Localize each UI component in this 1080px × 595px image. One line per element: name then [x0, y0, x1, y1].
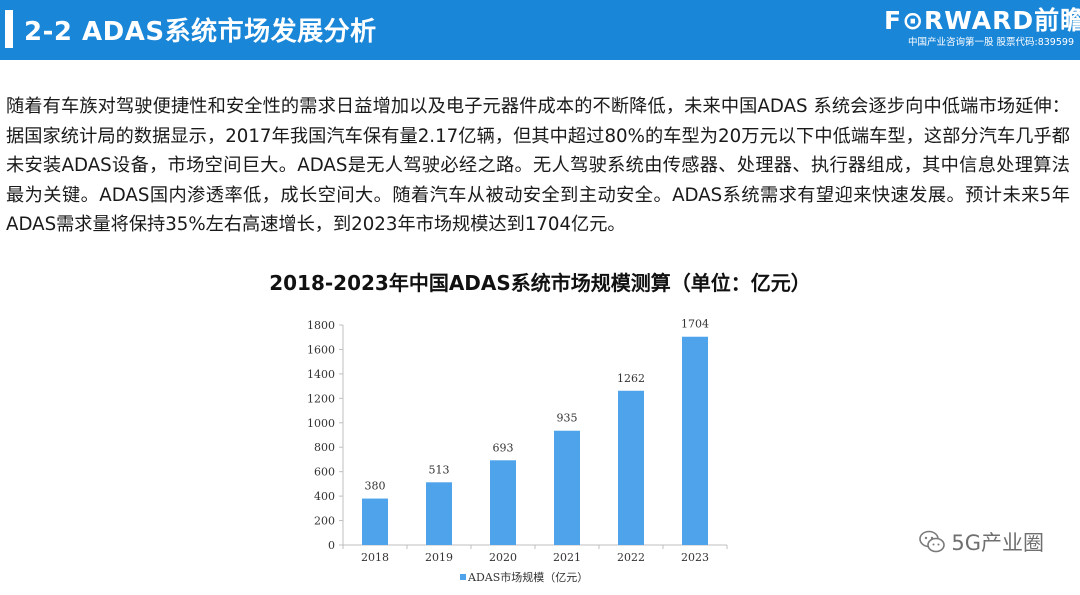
x-tick-label: 2021: [553, 551, 581, 564]
data-label: 1704: [681, 318, 709, 331]
bars: 380 513 693 935 1262 1704: [362, 318, 709, 545]
body-paragraph: 随着有车族对驾驶便捷性和安全性的需求日益增加以及电子元器件成本的不断降低，未来中…: [6, 96, 1070, 236]
data-label: 1262: [617, 372, 645, 385]
header-accent-stripe: [5, 10, 13, 48]
y-tick-label: 200: [314, 515, 335, 528]
y-tick-label: 600: [314, 466, 335, 479]
logo-subtitle: 中国产业咨询第一股 股票代码:839599: [908, 37, 1074, 48]
y-tick-label: 800: [314, 441, 335, 454]
x-tick-label: 2023: [681, 551, 709, 564]
header-bar: 2-2 ADAS系统市场发展分析 F⊙RWARD前瞻 中国产业咨询第一股 股票代…: [0, 0, 1080, 60]
bar: [426, 482, 452, 545]
y-tick-label: 1400: [307, 368, 335, 381]
watermark-text: 5G产业圈: [951, 531, 1044, 555]
data-label: 935: [557, 412, 578, 425]
slide-title: 2-2 ADAS系统市场发展分析: [24, 17, 377, 47]
forward-logo: F⊙RWARD前瞻 中国产业咨询第一股 股票代码:839599: [884, 6, 1080, 49]
x-tick-label: 2019: [425, 551, 453, 564]
y-axis: 0 200 400 600 800 1000 1200 1400 1600 1800: [307, 319, 344, 552]
chart-title: 2018-2023年中国ADAS系统市场规模测算（单位：亿元）: [269, 271, 811, 295]
x-axis: 2018 2019 2020 2021 2022 2023: [342, 544, 728, 564]
bar: [554, 430, 580, 545]
legend-label: ADAS市场规模（亿元）: [467, 570, 588, 584]
y-tick-label: 1200: [307, 392, 335, 405]
x-tick-label: 2022: [617, 551, 645, 564]
y-tick-label: 1600: [307, 343, 335, 356]
x-tick-label: 2020: [489, 551, 517, 564]
bar: [362, 498, 388, 545]
logo-text: F⊙RWARD前瞻: [884, 6, 1080, 35]
data-label: 380: [365, 480, 386, 493]
data-label: 693: [493, 441, 514, 454]
y-tick-label: 0: [328, 539, 335, 552]
y-tick-label: 1800: [307, 319, 335, 332]
legend-swatch: [460, 574, 466, 580]
x-tick-label: 2018: [361, 551, 389, 564]
wechat-icon: [919, 530, 946, 553]
data-label: 513: [429, 463, 450, 476]
bar: [682, 336, 708, 545]
y-tick-label: 1000: [307, 417, 335, 430]
bar: [618, 390, 644, 545]
wechat-watermark: 5G产业圈: [919, 527, 1044, 557]
bar: [490, 460, 516, 545]
legend: ADAS市场规模（亿元）: [460, 570, 588, 584]
y-tick-label: 400: [314, 490, 335, 503]
